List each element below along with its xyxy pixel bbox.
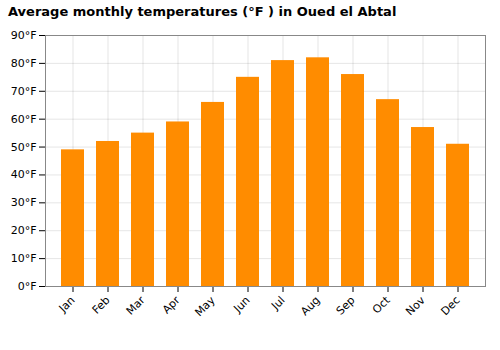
svg-text:Feb: Feb (90, 294, 113, 317)
svg-text:70°F: 70°F (11, 85, 37, 98)
svg-text:Jul: Jul (268, 294, 287, 313)
svg-text:May: May (192, 293, 218, 319)
svg-text:40°F: 40°F (11, 168, 37, 181)
svg-text:Apr: Apr (160, 293, 183, 316)
html-text:Average monthly temperatures (: Average monthly temperatures (°F ) in Ou… (8, 4, 397, 19)
svg-text:90°F: 90°F (11, 29, 37, 42)
svg-text:Aug: Aug (298, 294, 322, 318)
svg-text:10°F: 10°F (11, 252, 37, 265)
svg-text:Jan: Jan (56, 294, 78, 316)
svg-text:60°F: 60°F (11, 113, 37, 126)
svg-text:Jun: Jun (231, 294, 253, 316)
svg-text:0°F: 0°F (18, 280, 37, 293)
svg-text:80°F: 80°F (11, 57, 37, 70)
svg-text:Nov: Nov (403, 293, 428, 318)
svg-text:30°F: 30°F (11, 196, 37, 209)
svg-text:Sep: Sep (334, 294, 358, 318)
svg-text:Oct: Oct (370, 293, 393, 316)
svg-text:20°F: 20°F (11, 224, 37, 237)
svg-text:Dec: Dec (438, 294, 462, 318)
svg-text:Mar: Mar (124, 293, 148, 317)
svg-text:50°F: 50°F (11, 141, 37, 154)
